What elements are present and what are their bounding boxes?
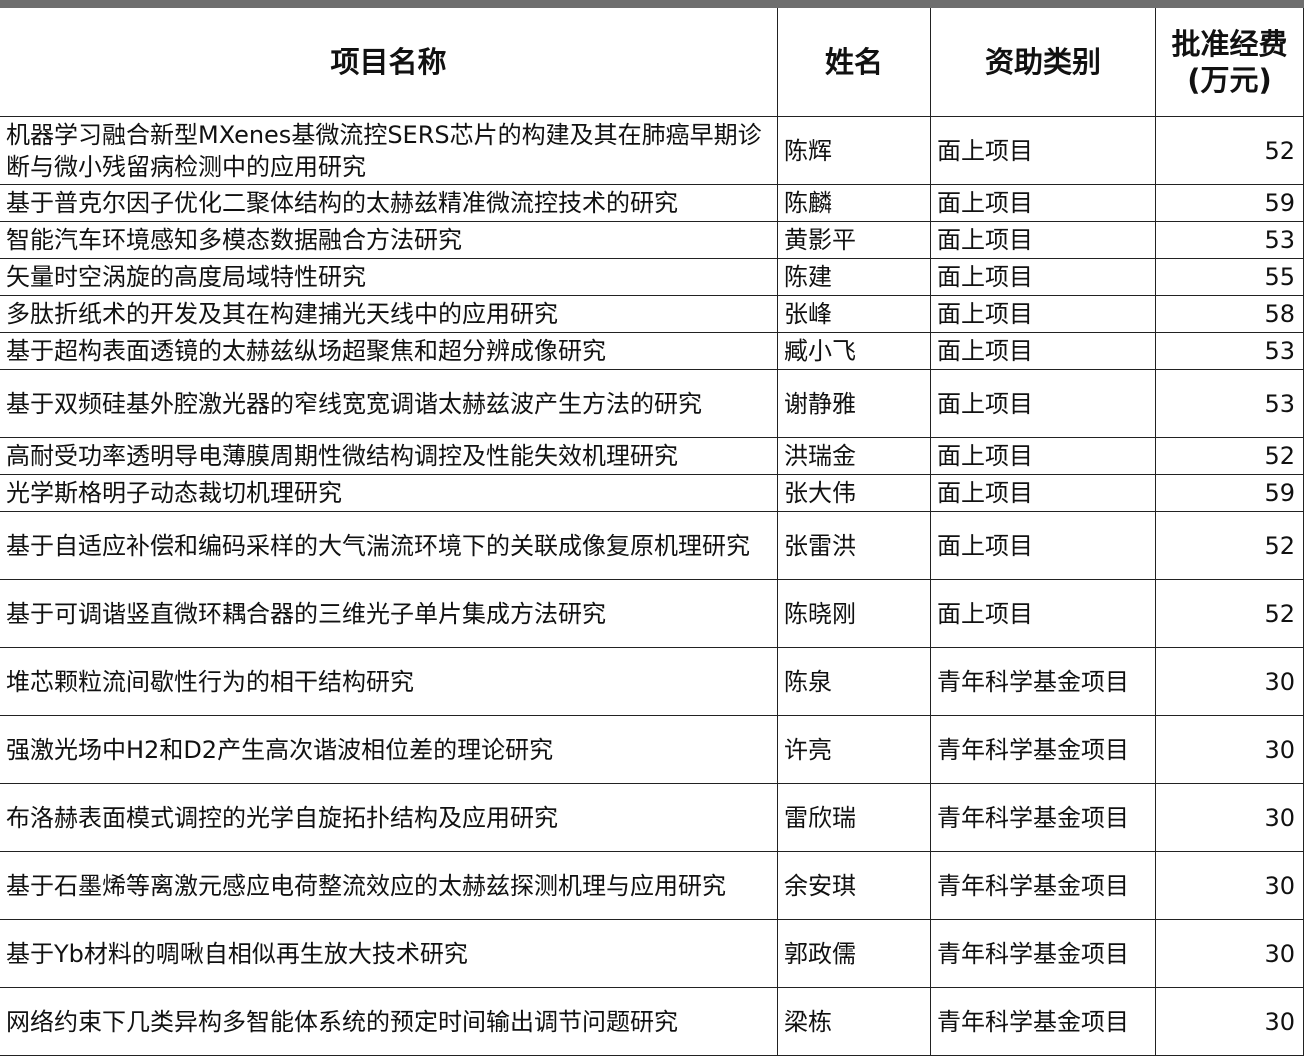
- grant-type: 面上项目: [931, 185, 1156, 222]
- person-name: 臧小飞: [778, 333, 931, 370]
- amount: 30: [1156, 920, 1304, 988]
- amount: 53: [1156, 333, 1304, 370]
- amount: 52: [1156, 117, 1304, 185]
- project-title: 基于普克尔因子优化二聚体结构的太赫兹精准微流控技术的研究: [0, 185, 778, 222]
- grant-type: 青年科学基金项目: [931, 920, 1156, 988]
- amount: 53: [1156, 222, 1304, 259]
- person-name: 洪瑞金: [778, 438, 931, 475]
- amount: 30: [1156, 716, 1304, 784]
- amount: 52: [1156, 512, 1304, 580]
- amount: 52: [1156, 438, 1304, 475]
- project-title: 多肽折纸术的开发及其在构建捕光天线中的应用研究: [0, 296, 778, 333]
- amount: 30: [1156, 852, 1304, 920]
- grant-type: 面上项目: [931, 222, 1156, 259]
- person-name: 谢静雅: [778, 370, 931, 438]
- grant-type: 面上项目: [931, 333, 1156, 370]
- project-title: 基于双频硅基外腔激光器的窄线宽宽调谐太赫兹波产生方法的研究: [0, 370, 778, 438]
- project-title: 强激光场中H2和D2产生高次谐波相位差的理论研究: [0, 716, 778, 784]
- grant-type: 面上项目: [931, 512, 1156, 580]
- grant-type: 面上项目: [931, 296, 1156, 333]
- person-name: 许亮: [778, 716, 931, 784]
- project-title: 机器学习融合新型MXenes基微流控SERS芯片的构建及其在肺癌早期诊断与微小残…: [0, 117, 778, 185]
- grant-type: 青年科学基金项目: [931, 852, 1156, 920]
- header-cell: 资助类别: [931, 8, 1156, 117]
- project-title: 布洛赫表面模式调控的光学自旋拓扑结构及应用研究: [0, 784, 778, 852]
- person-name: 陈泉: [778, 648, 931, 716]
- grant-type: 面上项目: [931, 580, 1156, 648]
- project-title: 基于Yb材料的啁啾自相似再生放大技术研究: [0, 920, 778, 988]
- project-title: 基于石墨烯等离激元感应电荷整流效应的太赫兹探测机理与应用研究: [0, 852, 778, 920]
- project-title: 基于自适应补偿和编码采样的大气湍流环境下的关联成像复原机理研究: [0, 512, 778, 580]
- person-name: 陈辉: [778, 117, 931, 185]
- person-name: 陈麟: [778, 185, 931, 222]
- amount: 30: [1156, 648, 1304, 716]
- person-name: 张峰: [778, 296, 931, 333]
- amount: 30: [1156, 988, 1304, 1056]
- amount: 53: [1156, 370, 1304, 438]
- project-title: 堆芯颗粒流间歇性行为的相干结构研究: [0, 648, 778, 716]
- person-name: 陈晓刚: [778, 580, 931, 648]
- grant-type: 面上项目: [931, 117, 1156, 185]
- project-title: 矢量时空涡旋的高度局域特性研究: [0, 259, 778, 296]
- person-name: 梁栋: [778, 988, 931, 1056]
- person-name: 余安琪: [778, 852, 931, 920]
- grant-type: 面上项目: [931, 475, 1156, 512]
- project-title: 网络约束下几类异构多智能体系统的预定时间输出调节问题研究: [0, 988, 778, 1056]
- project-title: 基于可调谐竖直微环耦合器的三维光子单片集成方法研究: [0, 580, 778, 648]
- project-title: 智能汽车环境感知多模态数据融合方法研究: [0, 222, 778, 259]
- project-title: 光学斯格明子动态裁切机理研究: [0, 475, 778, 512]
- header-cell: 项目名称: [0, 8, 778, 117]
- header-cell: 姓名: [778, 8, 931, 117]
- project-title: 基于超构表面透镜的太赫兹纵场超聚焦和超分辨成像研究: [0, 333, 778, 370]
- grant-type: 面上项目: [931, 370, 1156, 438]
- person-name: 陈建: [778, 259, 931, 296]
- project-title: 高耐受功率透明导电薄膜周期性微结构调控及性能失效机理研究: [0, 438, 778, 475]
- person-name: 雷欣瑞: [778, 784, 931, 852]
- grant-type: 青年科学基金项目: [931, 648, 1156, 716]
- column-header-bar: [0, 0, 1304, 8]
- amount: 59: [1156, 185, 1304, 222]
- grant-type: 面上项目: [931, 438, 1156, 475]
- grant-type: 青年科学基金项目: [931, 784, 1156, 852]
- header-cell: 批准经费 (万元): [1156, 8, 1304, 117]
- grant-type: 青年科学基金项目: [931, 988, 1156, 1056]
- header-line: 批准经费: [1171, 27, 1288, 61]
- person-name: 郭政儒: [778, 920, 931, 988]
- person-name: 张雷洪: [778, 512, 931, 580]
- amount: 52: [1156, 580, 1304, 648]
- header-line: (万元): [1187, 63, 1272, 97]
- grant-type: 面上项目: [931, 259, 1156, 296]
- amount: 30: [1156, 784, 1304, 852]
- amount: 59: [1156, 475, 1304, 512]
- person-name: 黄影平: [778, 222, 931, 259]
- grant-type: 青年科学基金项目: [931, 716, 1156, 784]
- amount: 58: [1156, 296, 1304, 333]
- amount: 55: [1156, 259, 1304, 296]
- person-name: 张大伟: [778, 475, 931, 512]
